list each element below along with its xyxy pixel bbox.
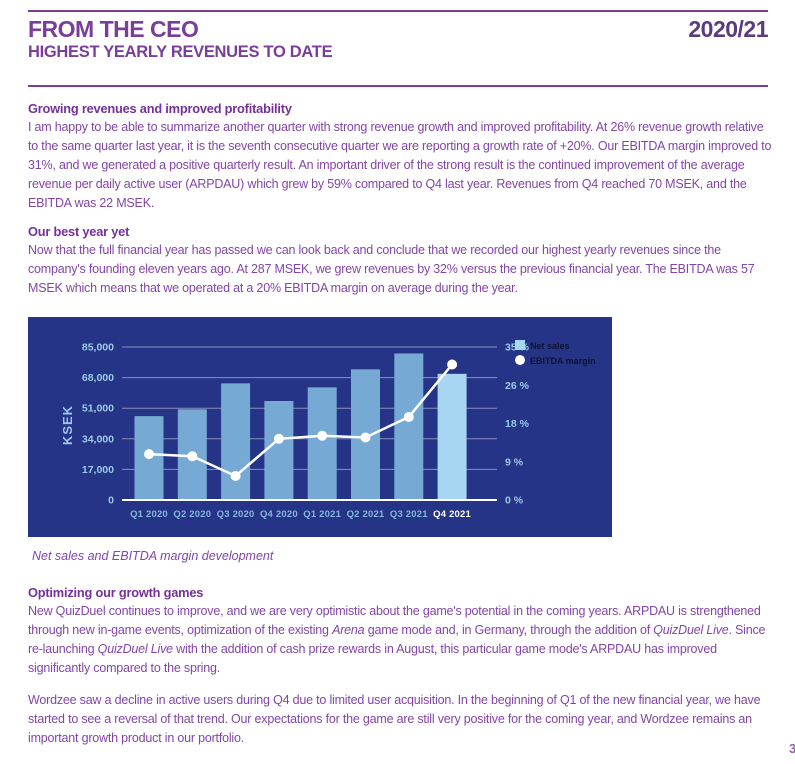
y-axis-tick-left: 34,000 — [82, 433, 114, 445]
paragraph-growth-games: New QuizDuel continues to improve, and w… — [28, 604, 766, 675]
y-axis-tick-left: 0 — [108, 495, 114, 507]
page-title: FROM THE CEO — [28, 16, 199, 42]
chart-caption: Net sales and EBITDA margin development — [32, 549, 274, 563]
y-axis-tick-left: 51,000 — [82, 403, 114, 415]
legend-ebitda-label: EBITDA margin — [530, 356, 596, 366]
net-sales-bar — [307, 387, 337, 500]
section-heading-growing-revenues: Growing revenues and improved profitabil… — [28, 101, 292, 116]
top-divider — [28, 10, 768, 12]
y-axis-title: KSEK — [60, 405, 75, 445]
x-axis-label: Q2 2020 — [173, 509, 211, 520]
legend-ebitda-swatch — [515, 355, 525, 365]
legend-net-sales-swatch — [515, 340, 525, 350]
x-axis-label: Q3 2021 — [390, 509, 428, 520]
ebitda-margin-marker — [317, 430, 328, 441]
y-axis-tick-right: 0 % — [505, 495, 524, 507]
header-divider — [28, 85, 768, 87]
x-axis-label: Q3 2020 — [217, 509, 255, 520]
net-sales-bar — [221, 383, 251, 500]
fiscal-year-label: 2020/21 — [688, 16, 768, 42]
x-axis-label: Q1 2021 — [303, 509, 341, 520]
y-axis-tick-left: 85,000 — [82, 342, 114, 354]
net-sales-bar — [394, 353, 424, 500]
x-axis-label: Q2 2021 — [347, 509, 385, 520]
page-header: FROM THE CEO HIGHEST YEARLY REVENUES TO … — [28, 16, 768, 62]
net-sales-bar — [437, 373, 467, 500]
ebitda-margin-marker — [230, 470, 241, 481]
y-axis-tick-left: 17,000 — [82, 464, 114, 476]
x-axis-label: Q4 2020 — [260, 509, 298, 520]
chart-canvas: 0 17,000 34,000 51,000 68,000 85,000 0 % 9 % 18 … — [60, 340, 596, 520]
paragraph-growing-revenues: I am happy to be able to summarize anoth… — [28, 120, 772, 210]
figure: 0 17,000 34,000 51,000 68,000 85,000 0 % 9 % 18 … — [28, 317, 772, 565]
ebitda-margin-line — [148, 363, 454, 478]
y-axis-tick-right: 9 % — [505, 456, 524, 468]
x-axis-label: Q1 2020 — [130, 509, 168, 520]
ebitda-margin-marker — [144, 449, 154, 460]
ebitda-margin-marker — [360, 432, 371, 443]
x-axis-label: Q4 2021 — [433, 509, 471, 520]
y-axis-tick-left: 68,000 — [82, 372, 114, 384]
paragraph-best-year: Now that the full financial year has pas… — [28, 243, 755, 295]
y-axis-tick-right: 18 % — [505, 418, 530, 430]
y-axis-tick-right: 26 % — [505, 380, 530, 392]
net-sales-ebitda-chart: 0 17,000 34,000 51,000 68,000 85,000 0 % 9 % 18 … — [28, 317, 612, 537]
paragraph-wordzee: Wordzee saw a decline in active users du… — [28, 693, 761, 745]
legend-net-sales-label: Net sales — [530, 341, 570, 351]
page-number-fragment: 3 — [789, 741, 795, 756]
ebitda-margin-marker — [447, 359, 458, 370]
ebitda-margin-marker — [403, 411, 414, 422]
ebitda-margin-marker — [187, 451, 198, 462]
letter-body: Growing revenues and improved profitabil… — [28, 99, 772, 748]
net-sales-bar — [264, 401, 294, 500]
ebitda-margin-marker — [273, 433, 284, 444]
page-subtitle: HIGHEST YEARLY REVENUES TO DATE — [28, 43, 333, 61]
header-titles: FROM THE CEO HIGHEST YEARLY REVENUES TO … — [28, 16, 333, 62]
section-heading-growth-games: Optimizing our growth games — [28, 585, 204, 600]
section-heading-best-year: Our best year yet — [28, 224, 130, 239]
